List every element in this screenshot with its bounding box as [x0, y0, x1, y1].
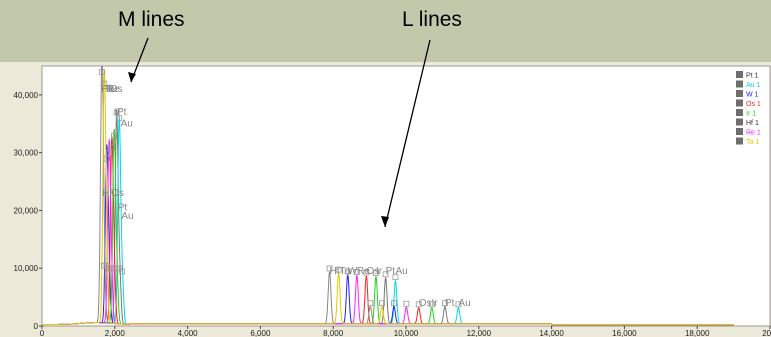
legend-entry: W 1 — [746, 92, 759, 99]
peak-marker — [113, 265, 120, 272]
l-lines-annotation: L lines — [402, 8, 462, 31]
peak-label: HfTa — [330, 266, 351, 277]
peak-label: Pt — [117, 107, 127, 118]
peak-marker — [344, 268, 351, 275]
peak-label: Ir — [114, 107, 121, 118]
x-tick-label: 20,0 — [762, 329, 771, 337]
peak-marker — [403, 300, 410, 307]
legend: Pt 1 Au 1 W 1 Os 1 Ir 1 Hf 1 Re 1 Ta 1 — [736, 71, 761, 146]
peak-label: W — [348, 266, 358, 277]
legend-swatch — [736, 90, 743, 97]
peak-label: Re — [357, 266, 370, 277]
x-axis: 0 2,000 4,000 6,000 8,000 10,000 12,000 14,000 1… — [40, 326, 771, 337]
x-tick-label: 10,000 — [394, 329, 419, 337]
peak-marker — [382, 271, 389, 278]
legend-entry: Os 1 — [746, 101, 761, 108]
legend-entry: Pt 1 — [746, 73, 759, 80]
peak-marker — [415, 301, 422, 308]
peak-marker — [392, 274, 399, 281]
l-lines-arrowhead — [381, 216, 389, 227]
peak-label: Re — [107, 84, 120, 95]
legend-entry: Ir 1 — [746, 111, 756, 118]
peak-marker — [455, 301, 462, 308]
peak-marker — [98, 69, 105, 75]
legend-swatch — [736, 71, 743, 78]
peak-marker — [367, 300, 374, 307]
series-lines — [42, 66, 734, 326]
peak-label: Pt — [386, 266, 396, 277]
x-tick-label: 16,000 — [612, 329, 637, 337]
peak-label: Pt — [445, 298, 455, 309]
peak-marker — [442, 300, 448, 307]
legend-swatch — [736, 118, 743, 126]
x-tick-label: 14,000 — [539, 329, 564, 337]
peak-marker — [106, 150, 112, 156]
peak-marker — [379, 300, 385, 307]
peak-label: Au — [121, 119, 133, 130]
m-lines-arrowhead — [128, 72, 136, 82]
peak-marker — [103, 262, 110, 269]
peak-label: Ta — [104, 84, 115, 95]
legend-entry: Ta 1 — [746, 139, 759, 146]
peak-marker — [391, 300, 397, 307]
legend-swatch — [736, 80, 743, 88]
y-tick-label: 20,000 — [14, 206, 39, 215]
peak-marker — [363, 269, 370, 276]
y-tick-label: 40,000 — [14, 91, 39, 100]
legend-entry: Hf 1 — [746, 120, 759, 127]
legend-swatch — [736, 109, 743, 116]
x-tick-label: 4,000 — [178, 329, 199, 337]
legend-swatch — [736, 128, 743, 135]
peak-marker — [101, 80, 108, 87]
peak-label: Hf — [102, 188, 112, 199]
y-tick-label: 0 — [34, 322, 39, 331]
peak-label: Hf — [101, 84, 111, 95]
peak-markers — [98, 69, 462, 308]
legend-entry: Au 1 — [746, 82, 761, 89]
peak-marker — [353, 269, 360, 275]
peak-label: Os — [110, 84, 123, 95]
x-tick-label: 8,000 — [323, 329, 344, 337]
legend-entry: Re 1 — [746, 130, 761, 137]
peak-marker — [111, 132, 117, 139]
x-tick-label: 2,000 — [105, 329, 126, 337]
x-tick-label: 0 — [40, 329, 45, 337]
x-tick-label: 6,000 — [250, 329, 271, 337]
legend-swatch — [736, 99, 743, 107]
peak-marker — [103, 155, 110, 162]
peak-label: Au — [121, 211, 133, 222]
legend-swatch — [736, 137, 743, 145]
l-lines-arrow — [384, 39, 431, 228]
m-lines-annotation: M lines — [118, 8, 185, 31]
x-tick-label: 12,000 — [467, 329, 492, 337]
peak-marker — [119, 268, 125, 275]
peak-label: Ir — [376, 266, 383, 277]
peak-marker — [108, 144, 115, 151]
peak-label: Au — [458, 298, 470, 309]
peak-marker — [116, 115, 123, 122]
peak-label: Pt — [118, 202, 128, 213]
peak-marker — [335, 266, 342, 273]
peak-label: Os — [111, 188, 124, 199]
series-line-ta-1 — [42, 69, 734, 326]
y-tick-label: 30,000 — [14, 149, 39, 158]
x-tick-label: 18,000 — [685, 329, 710, 337]
peak-label: Au — [395, 266, 407, 277]
y-tick-label: 10,000 — [14, 264, 39, 273]
peak-marker — [113, 109, 120, 116]
peak-marker — [373, 270, 379, 277]
peak-marker — [326, 265, 333, 272]
plot-area — [41, 65, 771, 327]
peak-marker — [428, 301, 435, 308]
peak-label: OsIr — [419, 298, 439, 309]
y-axis: 0 10,000 20,000 30,000 40,000 — [14, 91, 42, 331]
peak-label: Os — [366, 266, 379, 277]
